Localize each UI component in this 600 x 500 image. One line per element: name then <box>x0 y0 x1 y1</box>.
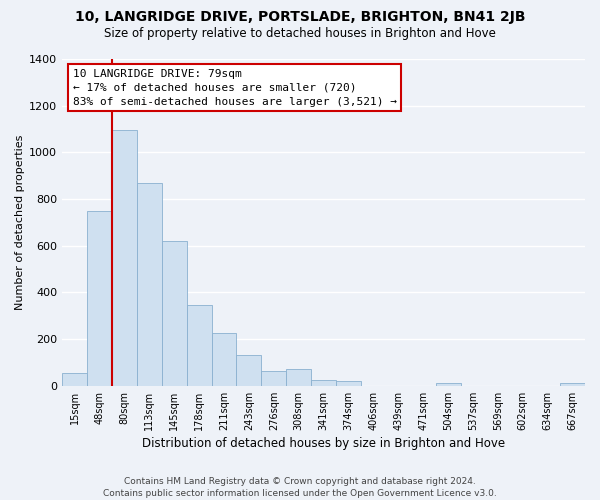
Text: 10 LANGRIDGE DRIVE: 79sqm
← 17% of detached houses are smaller (720)
83% of semi: 10 LANGRIDGE DRIVE: 79sqm ← 17% of detac… <box>73 69 397 107</box>
Bar <box>560 384 585 386</box>
Bar <box>87 210 112 386</box>
Text: 10, LANGRIDGE DRIVE, PORTSLADE, BRIGHTON, BN41 2JB: 10, LANGRIDGE DRIVE, PORTSLADE, BRIGHTON… <box>75 10 525 24</box>
Bar <box>137 182 162 386</box>
Bar <box>112 130 137 386</box>
Bar <box>336 381 361 386</box>
Bar <box>262 370 286 386</box>
Bar <box>212 334 236 386</box>
Bar <box>187 306 212 386</box>
Bar <box>286 370 311 386</box>
Text: Contains HM Land Registry data © Crown copyright and database right 2024.
Contai: Contains HM Land Registry data © Crown c… <box>103 476 497 498</box>
Bar <box>236 356 262 386</box>
Bar <box>436 384 461 386</box>
X-axis label: Distribution of detached houses by size in Brighton and Hove: Distribution of detached houses by size … <box>142 437 505 450</box>
Y-axis label: Number of detached properties: Number of detached properties <box>15 134 25 310</box>
Bar <box>62 373 87 386</box>
Bar <box>162 241 187 386</box>
Bar <box>311 380 336 386</box>
Text: Size of property relative to detached houses in Brighton and Hove: Size of property relative to detached ho… <box>104 28 496 40</box>
